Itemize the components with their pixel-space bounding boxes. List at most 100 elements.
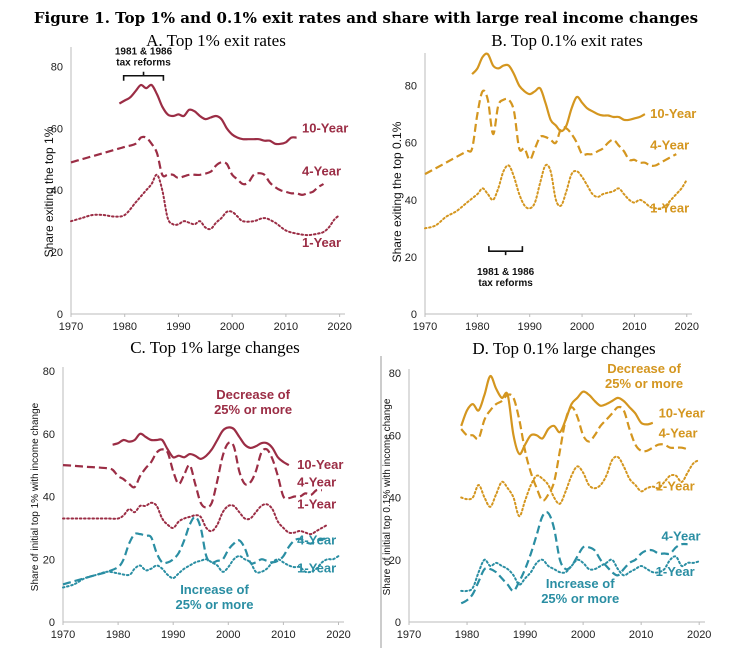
x-tick-label: 2010	[271, 629, 295, 641]
annotation-text-line2: tax reforms	[478, 278, 533, 289]
panel-c-plot: 10-Year 4-Year 1-Year 4-Year 1-Year Decrease …	[62, 387, 343, 612]
series-line-1-year	[424, 163, 688, 230]
series-label: 1-Year	[656, 479, 695, 494]
x-tick-label: 1970	[59, 321, 83, 333]
y-tick-label: 40	[405, 195, 417, 207]
x-tick-label: 2010	[629, 629, 653, 641]
series-label: 10-Year	[297, 457, 343, 472]
y-tick-label: 0	[411, 309, 417, 321]
tax-reform-bracket	[488, 246, 524, 256]
x-tick-label: 1980	[112, 321, 136, 333]
group-label-line2: 25% or more	[175, 597, 253, 612]
x-tick-label: 2000	[570, 321, 594, 333]
series-label: 4-Year	[302, 164, 341, 179]
x-tick-label: 1990	[517, 321, 541, 333]
panel-b-axes: 1970 1980 1990 2000 2010 2020 0 20 40 60 80	[405, 53, 699, 333]
x-tick-label: 1970	[397, 629, 421, 641]
x-tick-label: 1980	[465, 321, 489, 333]
series-label: 10-Year	[659, 405, 705, 420]
series-label: 1-Year	[650, 200, 689, 215]
panel-d-axes: 1970 1980 1990 2000 2010 2020 0 20 40 60 80	[389, 368, 712, 641]
x-tick-label: 2000	[220, 321, 244, 333]
panel-d-title: D. Top 0.1% large changes	[472, 339, 655, 358]
x-tick-label: 1970	[413, 321, 437, 333]
tax-reform-bracket	[122, 71, 165, 81]
panel-c-ylabel: Share of initial top 1% with income chan…	[30, 402, 41, 591]
series-line-increase-1-year	[62, 555, 340, 589]
series-label: 4-Year	[650, 138, 689, 153]
x-tick-label: 2020	[326, 629, 350, 641]
panel-d: D. Top 0.1% large changes 1970 1980 1990 20…	[382, 339, 711, 641]
series-label: 10-Year	[302, 120, 348, 135]
series-label: 1-Year	[656, 564, 695, 579]
series-line-decrease-4-year	[62, 441, 323, 509]
y-tick-label: 60	[405, 138, 417, 150]
group-label-line1: Decrease of	[216, 387, 290, 402]
series-line-decrease-4-year	[460, 393, 688, 502]
series-line-decrease-10-year	[112, 426, 290, 467]
y-tick-label: 60	[389, 430, 401, 442]
panel-c: C. Top 1% large changes 1970 1980 1990 2000…	[30, 338, 351, 641]
y-tick-label: 0	[57, 309, 63, 321]
x-tick-label: 2000	[216, 629, 240, 641]
x-tick-label: 2000	[571, 629, 595, 641]
y-tick-label: 20	[43, 554, 55, 566]
panel-a-ylabel: Share exiting the top 1%	[42, 126, 56, 257]
x-tick-label: 1990	[161, 629, 185, 641]
panel-b: B. Top 0.1% exit rates 1970 1980 1990 2000 2…	[390, 31, 699, 333]
annotation-text-line2: tax reforms	[116, 57, 171, 68]
y-tick-label: 80	[405, 81, 417, 93]
series-label: 4-Year	[659, 426, 698, 441]
x-tick-label: 2020	[327, 321, 351, 333]
x-tick-label: 2010	[274, 321, 298, 333]
y-tick-label: 80	[51, 61, 63, 73]
x-tick-label: 1990	[166, 321, 190, 333]
group-label-line2: 25% or more	[214, 402, 292, 417]
y-tick-label: 40	[389, 493, 401, 505]
series-line-10-year	[118, 83, 297, 146]
series-label: 1-Year	[297, 561, 336, 576]
panel-a-title: A. Top 1% exit rates	[146, 31, 286, 50]
series-label: 4-Year	[297, 474, 336, 489]
series-line-decrease-1-year	[62, 501, 329, 536]
series-line-decrease-1-year	[460, 455, 701, 518]
y-tick-label: 0	[49, 617, 55, 629]
series-label: 10-Year	[650, 106, 696, 121]
series-line-increase-1-year	[460, 555, 701, 593]
panel-d-plot: 10-Year 4-Year 1-Year 4-Year 1-Year Decrease …	[460, 361, 705, 606]
series-line-decrease-10-year	[460, 375, 654, 456]
series-line-1-year	[70, 173, 341, 237]
y-tick-label: 20	[51, 247, 63, 259]
group-label-line2: 25% or more	[605, 376, 683, 391]
x-tick-label: 1980	[106, 629, 130, 641]
y-tick-label: 80	[389, 368, 401, 380]
y-tick-label: 0	[395, 617, 401, 629]
x-tick-label: 1980	[455, 629, 479, 641]
annotation-text-line1: 1981 & 1986	[477, 267, 535, 278]
panel-a: A. Top 1% exit rates 1970 1980 1990 2000 201…	[42, 31, 352, 333]
panel-c-axes: 1970 1980 1990 2000 2010 2020 0 20 40 60 80	[43, 366, 351, 641]
panel-b-title: B. Top 0.1% exit rates	[491, 31, 642, 50]
panel-b-ylabel: Share exiting the top 0.1%	[390, 121, 404, 262]
figure-title: Figure 1. Top 1% and 0.1% exit rates and…	[34, 9, 698, 27]
series-line-10-year	[471, 52, 646, 133]
x-tick-label: 2010	[622, 321, 646, 333]
series-line-4-year	[424, 89, 677, 176]
series-line-increase-4-year	[62, 515, 328, 586]
x-tick-label: 1990	[513, 629, 537, 641]
x-tick-label: 2020	[687, 629, 711, 641]
series-label: 1-Year	[302, 235, 341, 250]
group-label-line1: Increase of	[546, 576, 615, 591]
y-tick-label: 60	[43, 429, 55, 441]
series-label: 4-Year	[297, 532, 336, 547]
panel-a-axes: 1970 1980 1990 2000 2010 2020 0 20 40 60 80	[51, 47, 352, 333]
x-tick-label: 1970	[51, 629, 75, 641]
series-line-4-year	[70, 135, 325, 197]
annotation-text-line1: 1981 & 1986	[115, 46, 173, 57]
y-tick-label: 80	[43, 366, 55, 378]
series-label: 1-Year	[297, 496, 336, 511]
y-tick-label: 20	[389, 555, 401, 567]
